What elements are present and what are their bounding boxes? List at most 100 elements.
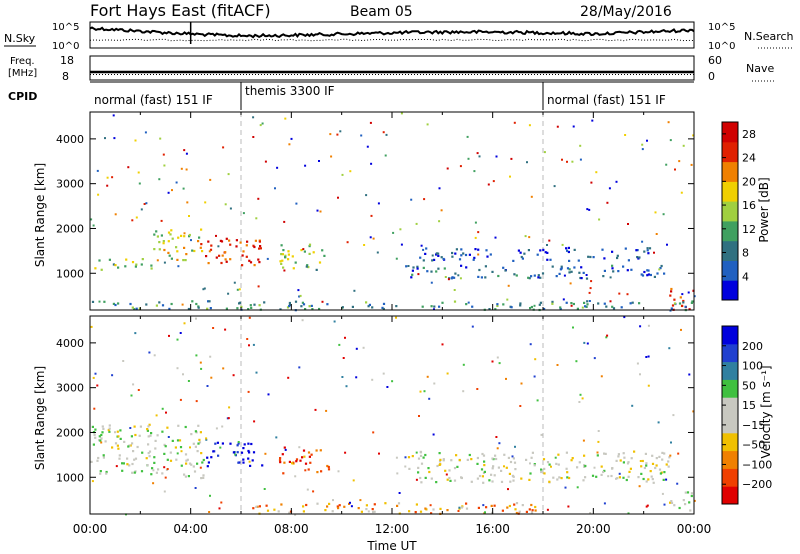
- scatter-cell: [236, 451, 239, 454]
- scatter-cell: [442, 257, 445, 261]
- scatter-cell: [451, 251, 454, 255]
- scatter-cell: [484, 511, 486, 514]
- scatter-cell: [432, 508, 435, 511]
- scatter-cell: [232, 374, 235, 377]
- scatter-cell: [411, 273, 414, 276]
- scatter-cell: [576, 486, 579, 489]
- scatter-cell: [134, 265, 137, 268]
- scatter-cell: [111, 374, 114, 377]
- scatter-cell: [127, 445, 130, 448]
- scatter-cell: [530, 511, 534, 514]
- scatter-cell: [533, 274, 536, 277]
- scatter-cell: [328, 502, 331, 505]
- scatter-cell: [166, 458, 169, 461]
- scatter-cell: [372, 510, 375, 514]
- scatter-cell: [101, 425, 104, 428]
- nsearch-line: [89, 38, 695, 42]
- scatter-cell: [419, 510, 423, 513]
- time-axis-ticks: 00:00 04:00 08:00 12:00 16:00 20:00 00:00: [73, 522, 712, 536]
- scatter-cell: [202, 476, 205, 479]
- colorbar-tick-label: 28: [742, 128, 756, 141]
- scatter-cell: [493, 504, 496, 507]
- scatter-cell: [150, 264, 153, 267]
- scatter-cell: [360, 510, 363, 513]
- scatter-cell: [304, 469, 307, 472]
- scatter-cell: [167, 231, 171, 234]
- scatter-cell: [503, 453, 506, 456]
- scatter-cell: [250, 306, 253, 309]
- scatter-cell: [291, 462, 294, 465]
- scatter-cell: [626, 293, 629, 296]
- scatter-cell: [534, 509, 537, 512]
- scatter-cell: [609, 300, 612, 303]
- scatter-cell: [255, 371, 258, 374]
- scatter-cell: [200, 367, 203, 370]
- scatter-cell: [174, 446, 177, 449]
- scatter-cell: [437, 252, 440, 255]
- scatter-cell: [641, 274, 645, 277]
- scatter-cell: [304, 164, 307, 167]
- scatter-cell: [578, 271, 581, 274]
- scatter-cell: [138, 434, 141, 437]
- scatter-cell: [197, 306, 200, 309]
- scatter-cell: [155, 304, 158, 307]
- scatter-cell: [209, 494, 211, 497]
- scatter-cell: [597, 302, 600, 305]
- scatter-cell: [456, 465, 459, 468]
- colorbar-cell: [722, 361, 738, 380]
- scatter-cell: [132, 383, 135, 386]
- scatter-cell: [494, 236, 497, 239]
- colorbar-tick-label: 20: [742, 175, 756, 188]
- scatter-cell: [259, 245, 262, 248]
- scatter-cell: [367, 510, 370, 513]
- scatter-cell: [494, 308, 497, 311]
- scatter-cell: [134, 139, 137, 142]
- scatter-cell: [688, 308, 691, 311]
- scatter-cell: [205, 438, 208, 441]
- scatter-cell: [507, 456, 510, 459]
- colorbar-frame: [721, 121, 739, 301]
- scatter-cell: [185, 462, 188, 465]
- scatter-cell: [422, 259, 425, 262]
- scatter-cell: [497, 274, 500, 278]
- scatter-cell: [457, 274, 460, 277]
- scatter-cell: [341, 306, 344, 309]
- scatter-cell: [537, 276, 540, 279]
- scatter-cell: [578, 461, 581, 464]
- scatter-cell: [583, 464, 586, 467]
- scatter-cell: [185, 168, 188, 171]
- scatter-cell: [362, 346, 365, 349]
- scatter-cell: [365, 508, 368, 511]
- scatter-cell: [279, 461, 282, 464]
- scatter-cell: [252, 451, 256, 454]
- scatter-cell: [566, 267, 570, 270]
- scatter-cell: [294, 300, 298, 303]
- scatter-cell: [397, 502, 401, 505]
- scatter-cell: [455, 248, 458, 251]
- scatter-cell: [433, 382, 436, 385]
- scatter-cell: [221, 425, 224, 428]
- scatter-cell: [430, 477, 433, 480]
- scatter-cell: [533, 464, 536, 467]
- colorbar-cell: [722, 260, 738, 281]
- scatter-cell: [443, 267, 446, 270]
- scatter-cell: [117, 435, 120, 438]
- scatter-cell: [253, 245, 256, 249]
- scatter-cell: [91, 425, 94, 428]
- scatter-cell: [669, 454, 672, 457]
- scatter-cell: [418, 415, 420, 417]
- scatter-cell: [665, 163, 668, 166]
- scatter-cell: [227, 173, 230, 176]
- scatter-cell: [382, 302, 386, 305]
- scatter-cell: [338, 343, 341, 346]
- scatter-cell: [429, 504, 432, 507]
- scatter-cell: [512, 259, 515, 262]
- scatter-cell: [668, 456, 671, 459]
- scatter-cell: [91, 300, 95, 303]
- scatter-cell: [278, 459, 282, 462]
- scatter-cell: [524, 235, 527, 238]
- scatter-cell: [419, 390, 422, 393]
- scatter-cell: [161, 407, 164, 410]
- scatter-cell: [670, 290, 673, 293]
- scatter-cell: [170, 302, 173, 306]
